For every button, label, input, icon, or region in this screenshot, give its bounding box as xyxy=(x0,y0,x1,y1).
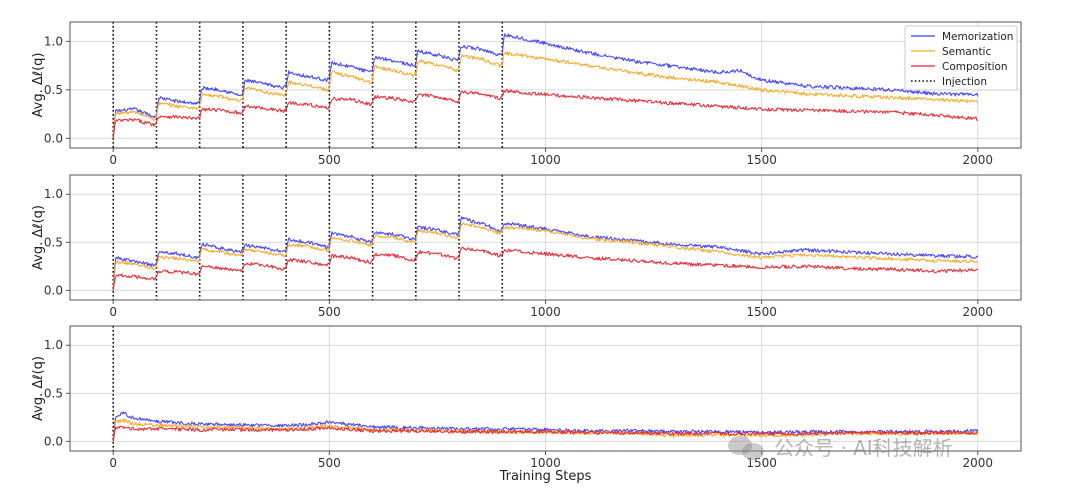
x-tick-label: 1500 xyxy=(746,153,777,167)
legend-label: Memorization xyxy=(942,31,1013,43)
chart-panel-2: 0 500 1000 1500 2000 0.0 0.5 1.0 Avg. Δℓ(q) xyxy=(31,174,1022,319)
x-tick-label: 0 xyxy=(109,456,117,470)
x-tick-label: 1500 xyxy=(746,305,777,319)
series-line-semantic xyxy=(112,51,979,139)
y-tick-label: 1.0 xyxy=(44,187,63,201)
watermark-text: 公众号 · AI科技解析 xyxy=(774,436,953,460)
x-tick-label: 500 xyxy=(318,456,341,470)
legend-label: Semantic xyxy=(942,46,991,58)
y-tick-label: 0.0 xyxy=(44,434,63,448)
series-line-semantic xyxy=(112,418,979,442)
legend-box xyxy=(904,25,1018,91)
wechat-icon xyxy=(728,434,768,460)
x-tick-label: 0 xyxy=(109,153,117,167)
series-line-composition xyxy=(112,88,978,139)
x-tick-label: 0 xyxy=(109,305,117,319)
x-axis-label: Training Steps xyxy=(499,469,592,484)
x-tick-label: 2000 xyxy=(962,153,993,167)
y-axis-label: Avg. Δℓ(q) xyxy=(31,205,46,270)
x-tick-label: 2000 xyxy=(962,456,993,470)
y-axis-label: Avg. Δℓ(q) xyxy=(31,53,46,118)
y-tick-label: 1.0 xyxy=(44,338,63,352)
chart-panel-3: 0 500 1000 1500 2000 0.0 0.5 1.0 Avg. Δℓ(q) Train… xyxy=(31,325,1022,484)
x-tick-label: 2000 xyxy=(962,305,993,319)
y-axis-label: Avg. Δℓ(q) xyxy=(31,356,46,421)
x-tick-label: 500 xyxy=(318,305,341,319)
series-line-memorization xyxy=(112,33,979,139)
y-tick-label: 0.0 xyxy=(44,283,63,297)
series-line-memorization xyxy=(112,216,979,291)
x-tick-label: 1000 xyxy=(530,153,561,167)
series-line-composition xyxy=(112,425,979,442)
chart-panel-1: 0 500 1000 1500 2000 0.0 0.5 1.0 Avg. Δℓ(q) Memor… xyxy=(31,21,1022,167)
x-tick-label: 1500 xyxy=(746,456,777,470)
x-tick-label: 1000 xyxy=(530,456,561,470)
y-tick-label: 0.0 xyxy=(44,131,63,145)
y-tick-label: 1.0 xyxy=(44,34,63,48)
legend: Memorization Semantic Composition Injection xyxy=(904,25,1018,91)
x-tick-label: 1000 xyxy=(530,305,561,319)
y-tick-label: 0.5 xyxy=(44,386,63,400)
legend-label: Composition xyxy=(942,61,1008,73)
series-line-semantic xyxy=(112,222,979,291)
y-tick-label: 0.5 xyxy=(44,235,63,249)
series-line-composition xyxy=(112,246,979,291)
x-tick-label: 500 xyxy=(318,153,341,167)
y-tick-label: 0.5 xyxy=(44,83,63,97)
legend-label: Injection xyxy=(942,76,987,88)
watermark: 公众号 · AI科技解析 xyxy=(728,432,953,461)
